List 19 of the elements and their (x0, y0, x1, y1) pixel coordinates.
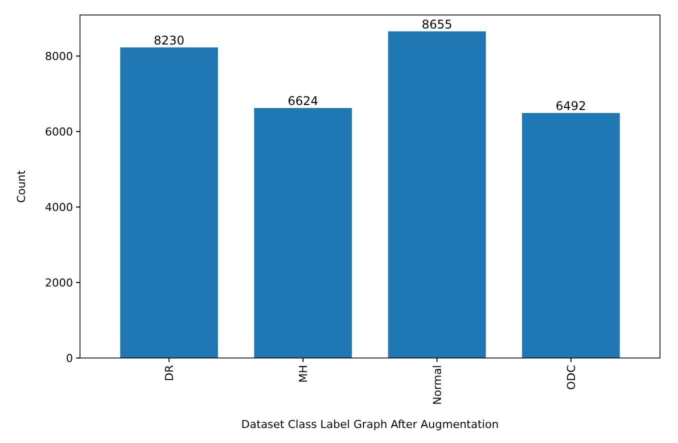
data-label: 6492 (556, 98, 586, 113)
y-tick-label: 6000 (45, 125, 73, 138)
y-tick-label: 0 (66, 352, 73, 365)
y-tick-label: 4000 (45, 200, 73, 214)
data-label: 6624 (288, 94, 318, 108)
x-tick-label: MH (296, 365, 310, 383)
y-tick-label: 8000 (45, 50, 73, 63)
x-tick-label: ODC (564, 364, 578, 390)
y-tick-label: 2000 (45, 276, 73, 290)
data-label: 8655 (422, 17, 452, 32)
x-tick-label: DR (162, 364, 176, 382)
bar (388, 31, 486, 358)
data-label: 8230 (154, 33, 184, 48)
bar (522, 112, 620, 358)
x-tick-label: Normal (430, 365, 444, 405)
x-axis-title: Dataset Class Label Graph After Augmentation (241, 418, 499, 431)
bar (120, 47, 218, 358)
y-axis-title: Count (15, 169, 28, 203)
bar (254, 108, 352, 358)
